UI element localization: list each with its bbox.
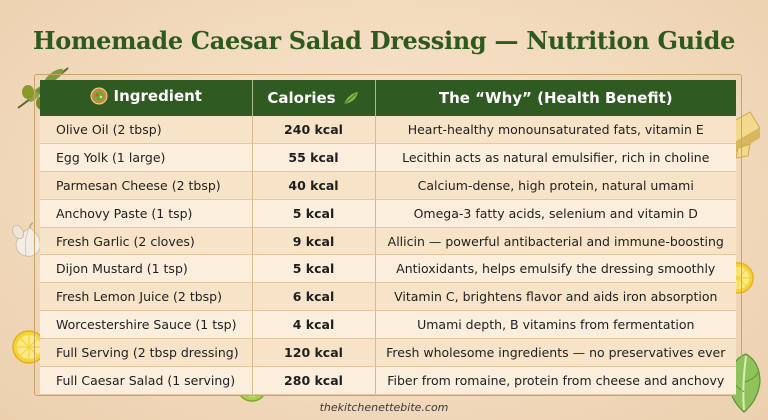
table-header-row: Ingredient Calories The “Why” (Health Be…	[40, 80, 736, 116]
cell-health-benefit: Calcium-dense, high protein, natural uma…	[375, 171, 736, 200]
table-row: Dijon Mustard (1 tsp) 5 kcal Antioxidants,…	[40, 254, 736, 284]
table-row: Olive Oil (2 tbsp) 240 kcal Heart-healthy …	[40, 116, 736, 144]
salad-bowl-icon	[90, 87, 107, 105]
table-row: Parmesan Cheese (2 tbsp) 40 kcal Calcium-d…	[40, 171, 736, 200]
cell-calories: 5 kcal	[252, 199, 376, 228]
cell-ingredient: Full Caesar Salad (1 serving)	[40, 366, 253, 395]
cell-health-benefit: Omega-3 fatty acids, selenium and vitami…	[375, 199, 736, 228]
cell-ingredient: Dijon Mustard (1 tsp)	[40, 254, 253, 284]
cell-health-benefit: Antioxidants, helps emulsify the dressin…	[375, 254, 736, 284]
cell-health-benefit: Umami depth, B vitamins from fermentatio…	[375, 310, 736, 340]
cell-ingredient: Worcestershire Sauce (1 tsp)	[40, 310, 253, 340]
cell-ingredient: Olive Oil (2 tbsp)	[40, 116, 253, 144]
column-header-ingredient-label: Ingredient	[113, 87, 202, 105]
cell-ingredient: Anchovy Paste (1 tsp)	[40, 199, 253, 228]
table-row: Anchovy Paste (1 tsp) 5 kcal Omega-3 fatty…	[40, 199, 736, 228]
cell-calories: 240 kcal	[252, 116, 376, 144]
footer-credit: thekitchenettebite.com	[319, 401, 449, 414]
table-row: Full Caesar Salad (1 serving) 280 kcal Fib…	[40, 366, 736, 395]
cell-ingredient: Parmesan Cheese (2 tbsp)	[40, 171, 253, 200]
cell-calories: 55 kcal	[252, 143, 376, 172]
table-row: Fresh Garlic (2 cloves) 9 kcal Allicin — p…	[40, 227, 736, 256]
table-row: Egg Yolk (1 large) 55 kcal Lecithin acts a…	[40, 143, 736, 172]
cell-ingredient: Egg Yolk (1 large)	[40, 143, 253, 172]
cell-health-benefit: Heart-healthy monounsaturated fats, vita…	[375, 116, 736, 144]
cell-calories: 5 kcal	[252, 254, 376, 284]
cell-calories: 9 kcal	[252, 227, 376, 256]
table-frame	[34, 74, 742, 396]
cell-health-benefit: Allicin — powerful antibacterial and imm…	[375, 227, 736, 256]
cell-ingredient: Fresh Lemon Juice (2 tbsp)	[40, 282, 253, 312]
cell-calories: 120 kcal	[252, 338, 376, 368]
cell-health-benefit: Fresh wholesome ingredients — no preserv…	[375, 338, 736, 368]
cell-calories: 4 kcal	[252, 310, 376, 340]
cell-calories: 40 kcal	[252, 171, 376, 200]
romaine-lettuce-icon	[728, 353, 761, 413]
cell-calories: 6 kcal	[252, 282, 376, 312]
cell-health-benefit: Lecithin acts as natural emulsifier, ric…	[375, 143, 736, 172]
table-row: Fresh Lemon Juice (2 tbsp) 6 kcal Vitamin …	[40, 282, 736, 312]
column-header-why: The “Why” (Health Benefit)	[375, 80, 736, 116]
cell-health-benefit: Fiber from romaine, protein from cheese …	[375, 366, 736, 395]
cell-health-benefit: Vitamin C, brightens flavor and aids iro…	[375, 282, 736, 312]
column-header-calories-label: Calories	[267, 89, 336, 107]
nutrition-table: Ingredient Calories The “Why” (Health Be…	[40, 80, 736, 395]
table-row: Full Serving (2 tbsp dressing) 120 kcal Fr…	[40, 338, 736, 368]
cell-calories: 280 kcal	[252, 366, 376, 395]
column-header-ingredient: Ingredient	[40, 80, 253, 116]
table-row: Worcestershire Sauce (1 tsp) 4 kcal Umami …	[40, 310, 736, 340]
column-header-calories: Calories	[252, 80, 376, 116]
cell-ingredient: Full Serving (2 tbsp dressing)	[40, 338, 253, 368]
lemon-slice-icon	[12, 330, 46, 364]
page-title: Homemade Caesar Salad Dressing — Nutriti…	[32, 26, 736, 55]
herb-leaf-icon	[343, 92, 358, 105]
cell-ingredient: Fresh Garlic (2 cloves)	[40, 227, 253, 256]
